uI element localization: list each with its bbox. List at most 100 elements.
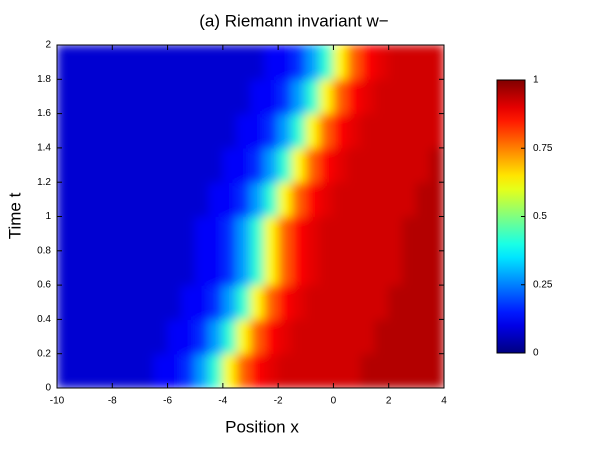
y-tick-label: 1.4 [37, 143, 51, 154]
heatmap-cell [57, 353, 72, 388]
heatmap-cell [139, 250, 155, 286]
heatmap-cell [360, 78, 376, 115]
heatmap-cell [111, 216, 127, 252]
heatmap-cell [125, 181, 141, 217]
heatmap-cell [139, 353, 155, 388]
heatmap-cell [180, 284, 196, 320]
colorbar-tick-label: 1 [533, 75, 539, 86]
heatmap-cell [167, 318, 182, 355]
heatmap-cell [319, 250, 334, 286]
heatmap-cell [208, 78, 224, 115]
heatmap-cell [305, 78, 321, 115]
heatmap-cell [236, 353, 251, 388]
heatmap-cell [332, 353, 348, 388]
heatmap-cell [153, 353, 169, 388]
heatmap-cell [139, 284, 155, 320]
heatmap-cell [194, 147, 210, 183]
heatmap-cell [346, 147, 362, 183]
heatmap-cell [319, 216, 334, 252]
heatmap-cell [222, 181, 238, 217]
heatmap-cell [332, 318, 348, 355]
heatmap-cell [84, 250, 99, 286]
heatmap-cell [291, 181, 307, 217]
heatmap-cell [402, 318, 417, 355]
heatmap-cell [70, 147, 86, 183]
heatmap-cell [429, 78, 444, 115]
heatmap-cell [263, 216, 279, 252]
heatmap-cell [346, 45, 362, 80]
heatmap-cell [222, 216, 238, 252]
heatmap-cell [70, 113, 86, 149]
heatmap-cell [250, 250, 265, 286]
x-tick-label: -2 [274, 396, 283, 407]
heatmap-cell [153, 284, 169, 320]
heatmap-cell [332, 45, 348, 80]
heatmap-cell [84, 113, 99, 149]
heatmap-cell [332, 250, 348, 286]
heatmap-cell [139, 216, 155, 252]
heatmap-cell [111, 147, 127, 183]
heatmap-cell [222, 284, 238, 320]
heatmap-cell [167, 147, 182, 183]
heatmap-cell [388, 216, 404, 252]
heatmap-cell [291, 284, 307, 320]
y-tick-label: 0.2 [37, 348, 51, 359]
x-tick-label: -10 [50, 396, 65, 407]
heatmap-cell [208, 284, 224, 320]
heatmap-cell [57, 78, 72, 115]
heatmap-cell [125, 353, 141, 388]
heatmap-cell [194, 250, 210, 286]
y-tick-label: 2 [45, 40, 51, 51]
heatmap-cell [305, 45, 321, 80]
heatmap-cell [374, 181, 390, 217]
heatmap-cell [346, 284, 362, 320]
y-tick-label: 0.4 [37, 314, 51, 325]
heatmap-cell [167, 250, 182, 286]
heatmap-cell [57, 216, 72, 252]
heatmap-cell [305, 284, 321, 320]
heatmap-cell [180, 78, 196, 115]
y-tick-label: 1.6 [37, 108, 51, 119]
heatmap [57, 45, 444, 388]
heatmap-cell [70, 78, 86, 115]
heatmap-cell [360, 147, 376, 183]
heatmap-cell [277, 318, 293, 355]
heatmap-cell [250, 147, 265, 183]
heatmap-cell [415, 250, 431, 286]
heatmap-cell [139, 181, 155, 217]
heatmap-cell [263, 318, 279, 355]
heatmap-cell [222, 353, 238, 388]
heatmap-cell [360, 45, 376, 80]
heatmap-cell [57, 318, 72, 355]
heatmap-cell [415, 147, 431, 183]
heatmap-cell [222, 113, 238, 149]
heatmap-cell [305, 318, 321, 355]
heatmap-cell [291, 216, 307, 252]
heatmap-cell [415, 181, 431, 217]
x-tick-label: -4 [218, 396, 227, 407]
heatmap-cell [139, 78, 155, 115]
heatmap-cell [402, 353, 417, 388]
heatmap-cell [388, 113, 404, 149]
heatmap-cell [97, 181, 113, 217]
heatmap-cell [429, 45, 444, 80]
heatmap-cell [84, 181, 99, 217]
heatmap-cell [208, 216, 224, 252]
heatmap-cell [250, 284, 265, 320]
heatmap-cell [167, 113, 182, 149]
heatmap-cell [167, 284, 182, 320]
heatmap-cell [84, 78, 99, 115]
heatmap-cell [415, 113, 431, 149]
heatmap-cell [84, 318, 99, 355]
heatmap-cell [346, 78, 362, 115]
heatmap-cell [111, 318, 127, 355]
heatmap-cell [277, 78, 293, 115]
heatmap-cell [388, 78, 404, 115]
heatmap-cell [125, 250, 141, 286]
heatmap-cell [374, 318, 390, 355]
heatmap-cell [291, 78, 307, 115]
heatmap-cell [236, 181, 251, 217]
y-tick-label: 1.8 [37, 74, 51, 85]
heatmap-cell [263, 113, 279, 149]
heatmap-cell [111, 250, 127, 286]
